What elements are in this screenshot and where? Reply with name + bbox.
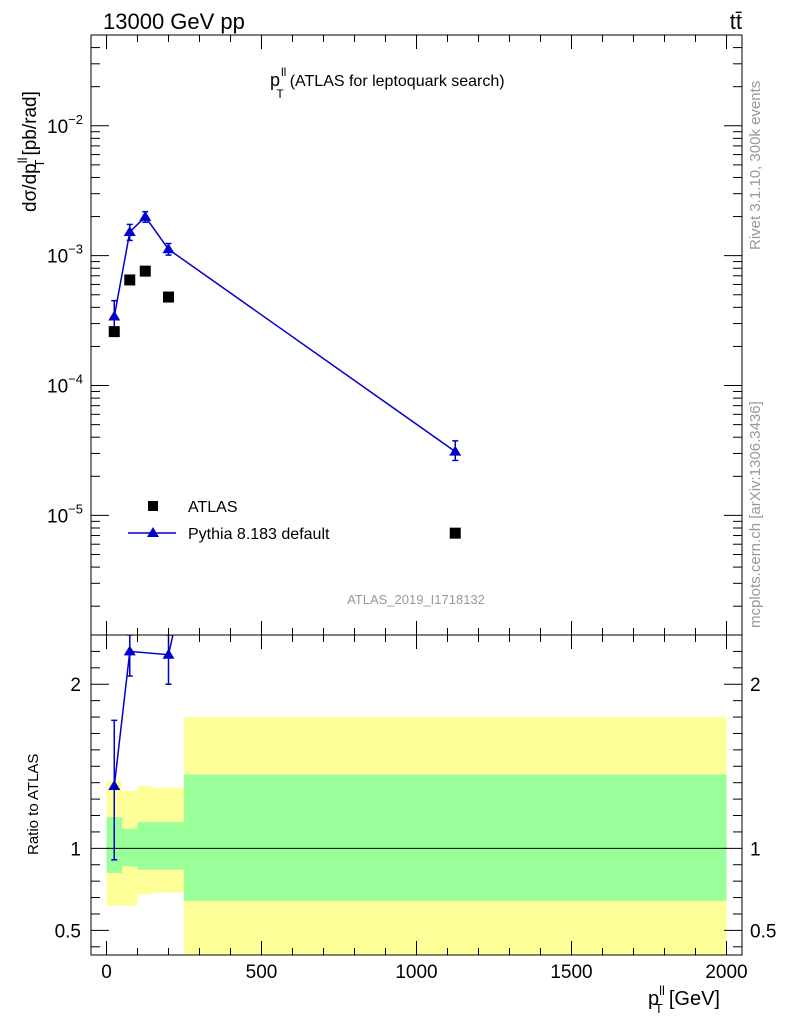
ratio-y-tick-label-right: 1 [750,839,761,860]
header-process-label: tt̄ [730,9,742,34]
main-y-axis-title: dσ/dpll T [pb/rad] [15,91,47,212]
main-y-tick-label: 10−5 [47,501,83,527]
ratio-panel-frame [90,634,743,956]
main-y-tick-labels: 10−510−410−310−2 [47,112,83,528]
main-y-tick-label-exponent: −4 [68,372,83,387]
ratio-y-tick-label-right: 2 [750,675,761,696]
atlas-main-point [124,274,136,286]
atlas-main-point [163,291,174,303]
plot-title-main: p [270,70,280,90]
x-axis-title-unit: [GeV] [669,988,720,1010]
mcplots-label: mcplots.cern.ch [arXiv:1306.3436] [747,401,764,628]
rivet-version-label: Rivet 3.1.10, 300k events [747,81,764,250]
ratio-inner-band [122,828,138,867]
x-tick-label: 0 [101,962,112,983]
legend-pythia-label: Pythia 8.183 default [188,526,330,543]
legend: ATLAS Pythia 8.183 default [128,499,330,543]
main-y-tick-label: 10−4 [47,372,83,398]
atlas-main-point [108,326,120,338]
ratio-y-tick-labels-left: 0.5 1 2 [55,675,81,942]
x-tick-label: 1500 [550,962,592,983]
plot-title-rest: (ATLAS for leptoquark search) [290,73,505,90]
legend-atlas-label: ATLAS [188,499,238,516]
x-axis-title-sub: T [655,1001,663,1016]
ratio-panel-ticks [91,634,742,955]
main-y-tick-label: 10−3 [47,242,83,268]
ratio-pythia-point [108,779,121,790]
pythia-main-point [108,310,121,321]
ratio-inner-band [153,822,184,870]
main-y-axis-title-unit: [pb/rad] [20,91,41,155]
legend-atlas-marker [148,501,158,511]
main-y-axis-title-sup: ll [15,157,30,163]
pythia-main-point [162,243,175,254]
ratio-y-tick-label-right: 0.5 [750,921,776,942]
x-axis-title-sup: ll [659,983,665,998]
ratio-uncertainty-bands [106,717,727,955]
main-y-tick-label-exponent: −3 [68,242,83,257]
ratio-y-tick-label: 0.5 [55,921,81,942]
ratio-pythia-point [162,648,175,659]
main-y-tick-label-exponent: −5 [68,501,83,516]
ratio-y-tick-labels-right: 0.5 1 2 [750,675,776,942]
ratio-inner-band [184,774,727,901]
main-panel: 10−510−410−310−2 pll T(ATLAS for leptoqua… [15,34,743,636]
x-tick-labels: 0 500 1000 1500 2000 [101,962,747,983]
main-y-tick-label-exponent: −2 [68,112,83,127]
ratio-panel: 0.5 1 2 0.5 1 2 0 500 1000 1500 2000 Ratio to AT… [25,634,776,1016]
main-y-axis-title-main: dσ/dp [20,163,41,212]
x-axis-title-main: p [648,988,659,1010]
atlas-main-point [139,265,151,277]
main-y-tick-label-base: 10 [47,247,68,268]
ratio-y-tick-label: 1 [70,839,81,860]
main-y-tick-label-base: 10 [47,377,68,398]
atlas-main-points [108,265,461,539]
pythia-main-point [449,445,462,456]
x-tick-label: 500 [246,962,278,983]
pythia-main-points [108,210,462,462]
ratio-pythia-series [108,635,175,861]
ratio-y-axis-title: Ratio to ATLAS [25,754,42,855]
plot-title-sub: T [276,87,284,101]
pythia-main-point [123,226,136,237]
main-panel-ticks [91,34,742,635]
main-y-tick-label-base: 10 [47,506,68,527]
main-y-axis-title-sub: T [32,160,47,168]
main-y-tick-label: 10−2 [47,112,83,138]
ratio-pythia-line [113,635,174,787]
ratio-pythia-point [123,645,136,656]
x-axis-title: pll T [GeV] [648,983,720,1016]
plot-title: pll T (ATLAS for leptoquark search) [270,65,505,101]
plot-title-sup: ll [281,65,286,79]
main-y-tick-label-base: 10 [47,117,68,138]
x-tick-label: 2000 [705,962,747,983]
ratio-y-tick-label: 2 [70,675,81,696]
ratio-inner-band [137,822,153,870]
analysis-watermark: ATLAS_2019_I1718132 [347,592,485,607]
legend-pythia-marker [147,527,159,537]
header-collision-label: 13000 GeV pp [103,9,245,34]
atlas-main-point [449,527,461,539]
x-tick-label: 1000 [395,962,437,983]
main-panel-frame [90,34,743,636]
pythia-main-point [139,210,152,221]
